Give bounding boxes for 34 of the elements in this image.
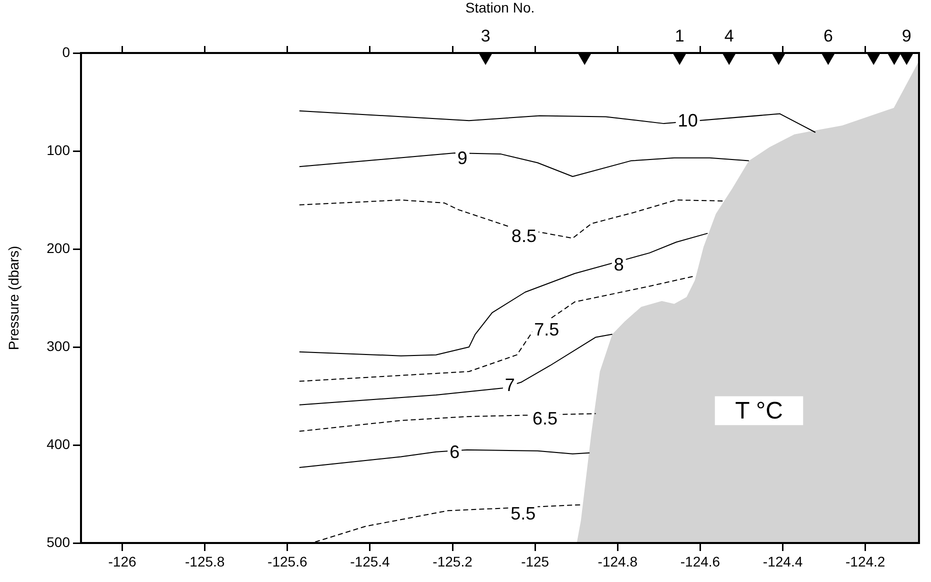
annotation: 3 (480, 26, 490, 46)
x-tick-label: -125.2 (432, 553, 473, 570)
annotation: 6 (450, 442, 460, 462)
annotation: 7 (504, 375, 515, 396)
annotation: 6 (823, 26, 833, 46)
x-tick-label: -124.2 (845, 553, 886, 570)
annotation: 7.5 (534, 319, 560, 340)
line-series (298, 413, 596, 432)
annotation: T °C (735, 397, 783, 424)
y-tick-label: 100 (46, 142, 70, 158)
x-tick-label: -125.4 (350, 553, 390, 570)
annotation: 5.5 (510, 504, 536, 524)
x-tick-label: -124.4 (762, 553, 803, 570)
x-tick-label: -126 (108, 553, 136, 570)
x-tick-label: -124.8 (598, 553, 638, 570)
y-tick-label: 0 (62, 44, 70, 60)
annotation: 8 (614, 254, 624, 275)
annotation: 9 (902, 26, 912, 46)
y-tick-label: 500 (46, 534, 70, 550)
annotation: 8.5 (511, 226, 536, 246)
annotation: 10 (678, 110, 698, 131)
y-axis-title: Pressure (dbars) (5, 246, 22, 350)
y-tick-label: 200 (46, 240, 70, 256)
annotation: 6.5 (532, 408, 558, 429)
annotation: 4 (724, 26, 734, 46)
x-tick-label: -124.6 (680, 553, 720, 570)
y-tick-label: 400 (46, 436, 70, 452)
x-tick-label: -125.6 (268, 553, 308, 570)
annotation: 1 (674, 26, 684, 46)
x-tick-label: -125.8 (184, 553, 225, 570)
annotation: 9 (457, 148, 468, 168)
x-tick-label: -125 (521, 553, 550, 570)
x2-axis-title: Station No. (465, 0, 535, 16)
y-tick-label: 300 (46, 338, 70, 354)
